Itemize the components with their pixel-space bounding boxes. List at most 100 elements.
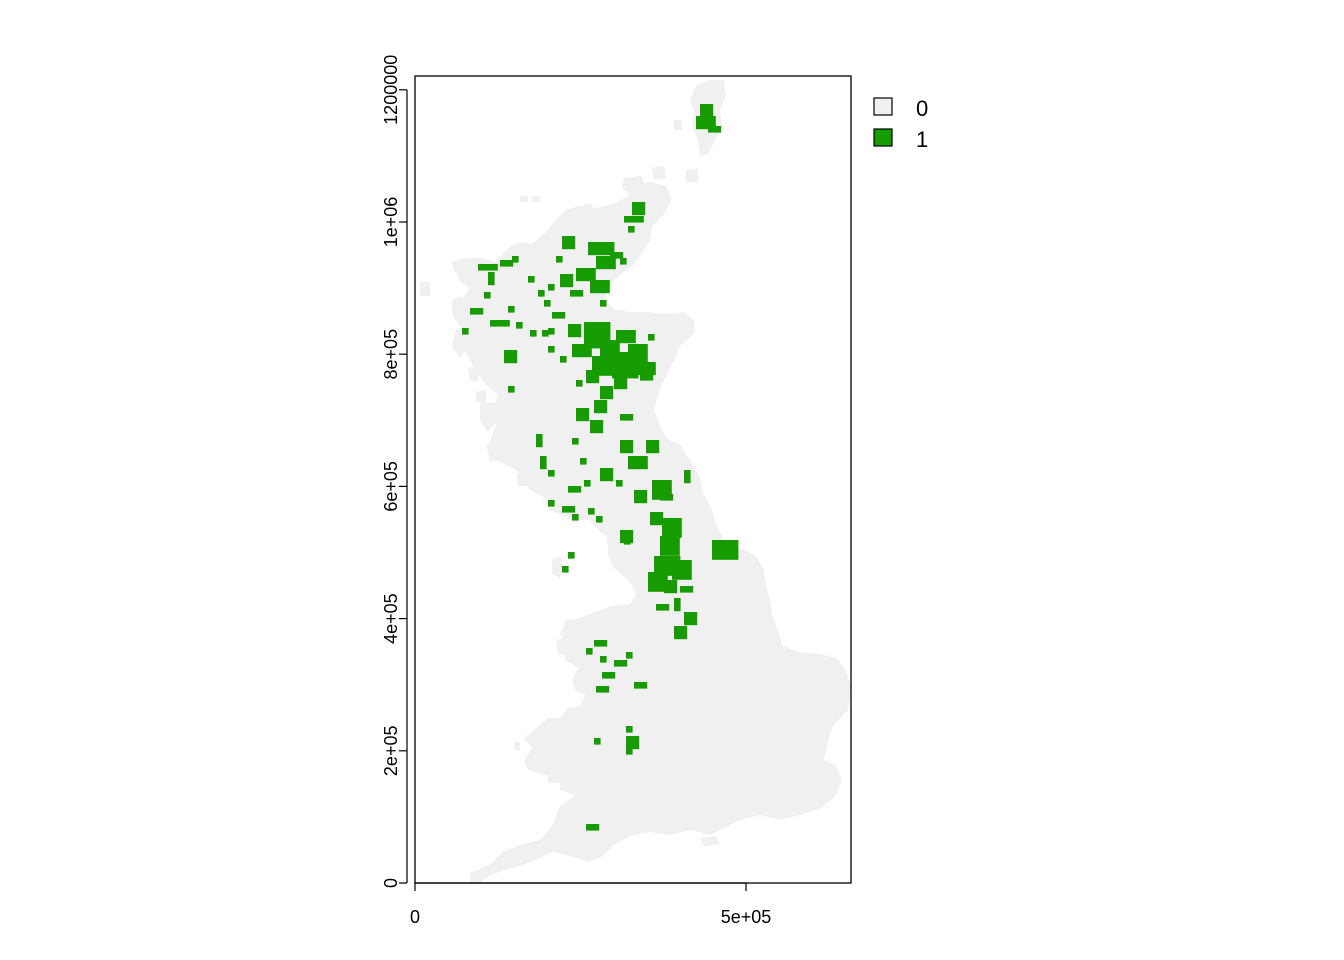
presence-cell [612,352,639,379]
presence-cell [646,440,660,454]
landmass-anglesey [556,636,578,656]
presence-cell [684,470,691,484]
presence-cell [488,272,495,286]
presence-cell [660,536,680,556]
legend-swatch-0 [873,97,893,116]
landmass-orkney [622,166,698,196]
presence-cell [632,202,646,216]
presence-cell [590,420,604,434]
presence-cell [596,686,610,693]
y-tick-label: 6e+05 [381,461,401,512]
presence-cell [576,268,596,282]
presence-cell [548,500,555,507]
presence-cell [648,334,655,341]
presence-cell [548,346,555,353]
presence-cell [512,256,519,263]
presence-cell [542,330,549,337]
y-axis: 0 2e+05 4e+05 6e+05 8e+05 1e+06 1200000 [381,55,408,888]
presence-cell [568,552,575,559]
presence-cell [548,470,555,477]
presence-cell [560,356,567,363]
presence-cell [616,480,623,487]
presence-cell [508,386,515,393]
presence-cell [588,508,595,515]
presence-cell [484,292,491,299]
presence-cell [588,242,615,256]
presence-cell [674,626,688,640]
presence-cell [562,506,576,513]
presence-cell [600,468,614,482]
landmass-isle-of-wight [700,836,720,846]
landmass-isle-of-man [552,556,564,578]
presence-cell [500,260,514,267]
presence-cell [586,648,593,655]
presence-cell [572,438,579,445]
legend: 0 1 [873,96,928,152]
presence-cell [600,656,607,663]
x-tick-label: 5e+05 [721,907,772,927]
presence-cell [648,572,668,592]
presence-cell [610,252,624,259]
presence-cell [470,308,484,315]
presence-cell [504,350,518,364]
presence-cell [594,640,608,647]
landmass-outer-hebrides [420,282,486,404]
presence-cell [660,494,674,501]
presence-cell [628,456,648,470]
presence-cell [614,376,628,390]
presence-cell [628,226,635,233]
landmass-raster [420,80,851,883]
presence-cell [568,486,582,493]
presence-cell [620,258,627,265]
presence-cell [634,490,648,504]
presence-cell [540,456,547,470]
presence-cell [626,726,633,733]
presence-cell [656,604,670,611]
landmass-great-britain [456,182,851,883]
presence-cell [600,386,614,400]
presence-cell [580,458,587,465]
y-tick-label: 0 [381,878,401,888]
presence-cell [662,518,682,538]
presence-cell [624,538,631,545]
presence-cell [586,824,600,831]
presence-cell [650,512,664,526]
presence-cells [462,104,739,831]
x-tick-label: 0 [410,907,420,927]
presence-cell [624,216,644,223]
presence-cell [696,116,716,130]
presence-cell [530,330,537,337]
presence-cell [562,566,569,573]
presence-cell [708,126,722,133]
presence-cell [626,736,640,750]
presence-cell [490,320,510,327]
presence-cell [562,236,576,250]
y-tick-label: 4e+05 [381,593,401,644]
presence-cell [538,290,545,297]
legend-label-1: 1 [916,127,928,152]
presence-cell [586,370,600,384]
legend-label-0: 0 [916,96,928,121]
presence-cell [516,322,523,329]
presence-cell [572,344,592,358]
presence-cell [576,380,583,387]
presence-cell [556,256,563,263]
presence-cell [640,374,654,381]
presence-cell [674,598,681,612]
presence-cell [616,330,636,344]
presence-cell [560,274,574,288]
presence-cell [700,104,714,118]
presence-cell [552,312,566,319]
presence-cell [602,672,616,679]
presence-cell [636,362,656,376]
presence-cell [664,580,678,594]
presence-cell [584,480,591,487]
presence-cell [684,612,698,626]
presence-cell [528,276,535,283]
presence-cell [634,682,648,689]
presence-cell [680,586,694,593]
legend-swatch-1 [873,128,893,147]
presence-cell [568,324,582,338]
presence-cell [572,514,579,521]
